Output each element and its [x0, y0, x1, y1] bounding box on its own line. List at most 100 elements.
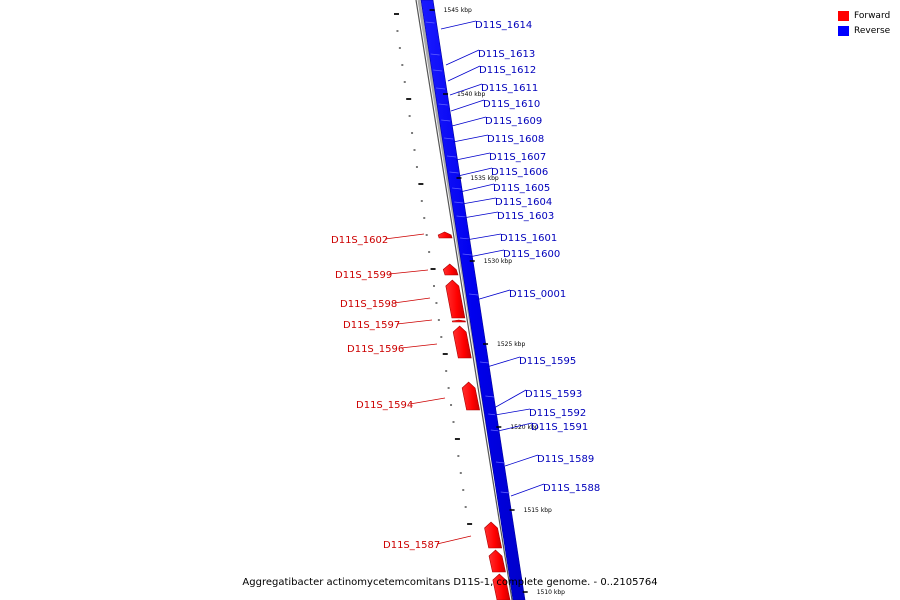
gene-leader-line	[388, 269, 429, 275]
gene-boundary	[462, 253, 472, 256]
tick-label: 1520 kbp	[510, 424, 538, 431]
tick-label: 1510 kbp	[537, 589, 565, 596]
reverse-gene-label[interactable]: D11S_1591	[531, 422, 588, 433]
forward-gene-block[interactable]	[445, 279, 466, 319]
gene-leader-line	[449, 83, 483, 96]
legend-reverse: Reverse	[838, 23, 890, 38]
reverse-gene-label[interactable]: D11S_1607	[489, 152, 546, 163]
gene-boundary	[449, 171, 459, 174]
gene-leader-line	[465, 233, 502, 241]
gene-leader-line	[457, 167, 493, 177]
reverse-gene-label[interactable]: D11S_1609	[485, 116, 542, 127]
backbone-outer-line	[415, 0, 513, 600]
forward-gene-block[interactable]	[442, 263, 459, 276]
reverse-strand-band	[420, 0, 526, 600]
forward-gene-block[interactable]	[437, 231, 453, 239]
gene-boundary	[468, 293, 479, 296]
forward-gene-label[interactable]: D11S_1587	[383, 540, 440, 551]
gene-leader-line	[384, 233, 425, 240]
reverse-gene-label[interactable]: D11S_1589	[537, 454, 594, 465]
gene-leader-line	[451, 116, 487, 127]
reverse-gene-label[interactable]: D11S_1604	[495, 197, 552, 208]
legend: Forward Reverse	[838, 8, 890, 38]
gene-leader-line	[440, 20, 477, 30]
reverse-gene-label[interactable]: D11S_1608	[487, 134, 544, 145]
gene-leader-line	[455, 152, 491, 161]
forward-gene-label[interactable]: D11S_1598	[340, 299, 397, 310]
gene-leader-line	[393, 297, 431, 304]
tick-label: 1545 kbp	[444, 7, 472, 14]
gene-leader-line	[450, 99, 485, 112]
tick-label: 1540 kbp	[457, 91, 485, 98]
gene-boundary	[452, 187, 462, 190]
forward-gene-label[interactable]: D11S_1594	[356, 400, 413, 411]
gene-leader-line	[486, 356, 521, 368]
gene-leader-line	[452, 134, 489, 143]
gene-boundary	[444, 137, 454, 140]
gene-boundary	[479, 361, 489, 364]
map-caption: Aggregatibacter actinomycetemcomitans D1…	[0, 577, 900, 588]
gene-boundary	[438, 103, 448, 106]
gene-boundary	[433, 69, 443, 72]
reverse-gene-label[interactable]: D11S_0001	[509, 289, 566, 300]
gene-leader-line	[409, 397, 446, 405]
forward-gene-block[interactable]	[452, 325, 472, 359]
gene-leader-line	[445, 49, 480, 66]
forward-gene-block[interactable]	[461, 381, 480, 411]
gene-leader-line	[436, 535, 472, 545]
reverse-gene-label[interactable]: D11S_1612	[479, 65, 536, 76]
reverse-gene-label[interactable]: D11S_1605	[493, 183, 550, 194]
reverse-swatch	[838, 25, 849, 36]
gene-leader-line	[468, 249, 505, 258]
forward-swatch	[838, 10, 849, 21]
reverse-gene-label[interactable]: D11S_1593	[525, 389, 582, 400]
reverse-gene-label[interactable]: D11S_1595	[519, 356, 576, 367]
gene-leader-line	[504, 454, 539, 467]
gene-boundary	[485, 395, 495, 398]
gene-leader-line	[461, 197, 497, 205]
tick-label: 1515 kbp	[524, 507, 552, 514]
reverse-gene-label[interactable]: D11S_1606	[491, 167, 548, 178]
gene-leader-line	[396, 319, 433, 325]
forward-gene-block[interactable]	[488, 549, 506, 573]
gene-leader-line	[475, 289, 511, 301]
reverse-gene-label[interactable]: D11S_1613	[478, 49, 535, 60]
forward-gene-block[interactable]	[492, 573, 511, 600]
gene-boundary	[495, 461, 505, 464]
tick-label: 1530 kbp	[484, 258, 512, 265]
reverse-gene-label[interactable]: D11S_1614	[475, 20, 532, 31]
gene-leader-line	[447, 65, 481, 82]
forward-gene-label[interactable]: D11S_1596	[347, 344, 404, 355]
forward-gene-label[interactable]: D11S_1597	[343, 320, 400, 331]
tick-label: 1535 kbp	[470, 175, 498, 182]
gene-boundary	[430, 53, 440, 56]
reverse-gene-label[interactable]: D11S_1592	[529, 408, 586, 419]
forward-gene-label[interactable]: D11S_1602	[331, 235, 388, 246]
legend-forward-label: Forward	[854, 10, 891, 21]
reverse-gene-label[interactable]: D11S_1588	[543, 483, 600, 494]
gene-leader-line	[494, 408, 531, 416]
reverse-gene-label[interactable]: D11S_1610	[483, 99, 540, 110]
gene-boundary	[500, 491, 510, 494]
gene-boundary	[436, 87, 446, 90]
gene-boundary	[425, 21, 435, 24]
forward-gene-block[interactable]	[451, 319, 466, 323]
reverse-gene-label[interactable]: D11S_1601	[500, 233, 557, 244]
gene-leader-line	[459, 183, 495, 193]
forward-gene-label[interactable]: D11S_1599	[335, 270, 392, 281]
gene-boundary	[454, 201, 464, 204]
gene-boundary	[446, 155, 457, 158]
reverse-gene-label[interactable]: D11S_1603	[497, 211, 554, 222]
caption-text: Aggregatibacter actinomycetemcomitans D1…	[242, 577, 658, 588]
gene-leader-line	[497, 422, 533, 432]
forward-gene-block[interactable]	[484, 521, 503, 549]
tick-label: 1525 kbp	[497, 341, 525, 348]
gene-leader-line	[400, 343, 438, 349]
gene-boundary	[460, 237, 470, 240]
gene-leader-line	[493, 389, 527, 409]
reverse-gene-label[interactable]: D11S_1600	[503, 249, 560, 260]
legend-reverse-label: Reverse	[854, 25, 891, 36]
gene-leader-line	[510, 483, 545, 497]
reverse-gene-label[interactable]: D11S_1611	[481, 83, 538, 94]
